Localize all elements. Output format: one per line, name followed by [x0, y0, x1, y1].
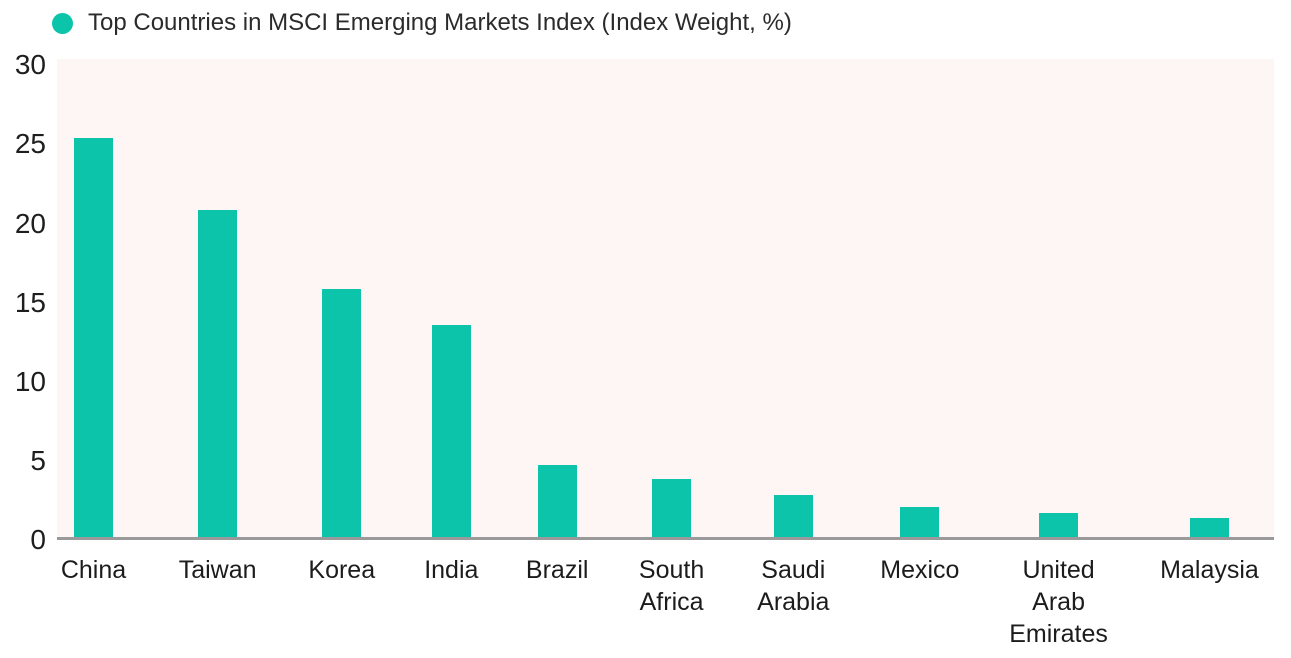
x-label-mexico: Mexico	[880, 556, 960, 584]
y-tick-20: 20	[14, 207, 46, 239]
y-tick-25: 25	[14, 128, 46, 160]
bar-malaysia	[1189, 518, 1229, 537]
x-axis-labels: China Taiwan Korea India Brazil South Africa Sa…	[57, 554, 1274, 654]
chart-legend: Top Countries in MSCI Emerging Markets I…	[52, 8, 792, 38]
y-tick-5: 5	[30, 444, 46, 476]
x-label-saudi-arabia: Saudi Arabia	[757, 556, 830, 616]
chart-title: Top Countries in MSCI Emerging Markets I…	[88, 9, 792, 36]
bar-india	[431, 324, 471, 537]
y-tick-15: 15	[14, 286, 46, 318]
bar-china	[74, 137, 113, 537]
bar-brazil	[537, 464, 577, 537]
x-label-taiwan: Taiwan	[178, 556, 257, 584]
bar-mexico	[900, 507, 940, 537]
x-label-south-africa: South Africa	[638, 556, 705, 616]
plot-area	[57, 59, 1274, 540]
y-tick-30: 30	[14, 49, 46, 81]
x-label-korea: Korea	[308, 556, 376, 584]
bar-united-arab-emirates	[1039, 513, 1079, 537]
y-tick-0: 0	[30, 524, 46, 555]
x-label-malaysia: Malaysia	[1160, 556, 1259, 584]
y-axis: 30 25 20 15 10 5 0	[0, 49, 46, 555]
bar-saudi-arabia	[773, 494, 813, 537]
bar-south-africa	[652, 478, 692, 537]
x-label-china: China	[60, 556, 127, 584]
x-label-united-arab-emirates: United Arab Emirates	[1009, 556, 1108, 648]
y-tick-10: 10	[14, 365, 46, 397]
bar-korea	[322, 288, 362, 537]
legend-dot-icon	[52, 12, 73, 34]
x-label-brazil: Brazil	[525, 556, 589, 584]
x-label-india: India	[424, 556, 479, 584]
bar-taiwan	[198, 209, 238, 537]
